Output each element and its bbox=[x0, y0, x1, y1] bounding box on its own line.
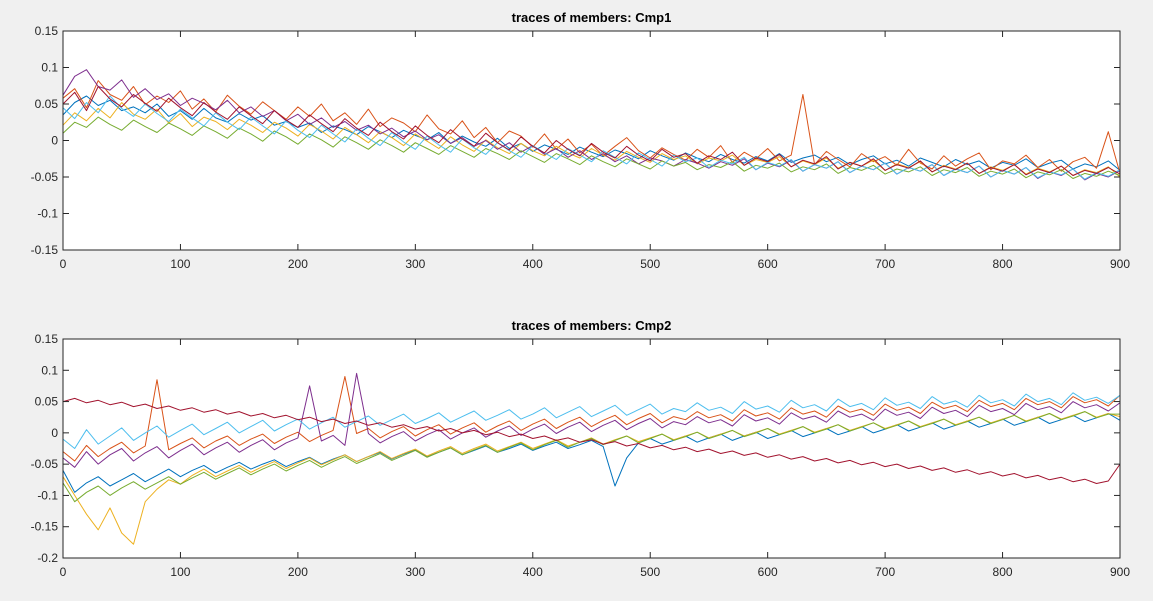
axes-cmp2-title: traces of members: Cmp2 bbox=[512, 318, 672, 333]
x-tick-label: 100 bbox=[170, 257, 190, 271]
x-tick-label: 800 bbox=[993, 257, 1013, 271]
x-tick-label: 700 bbox=[875, 565, 895, 579]
x-tick-label: 800 bbox=[993, 565, 1013, 579]
x-tick-label: 500 bbox=[640, 257, 660, 271]
y-tick-label: 0 bbox=[51, 134, 58, 148]
y-tick-label: 0.05 bbox=[35, 97, 59, 111]
y-tick-label: -0.1 bbox=[37, 488, 58, 502]
y-tick-label: -0.05 bbox=[31, 457, 59, 471]
axes-cmp2: traces of members: Cmp2 0 100 200 300 400 500… bbox=[31, 318, 1131, 579]
axes-cmp1-series bbox=[62, 69, 1121, 181]
series-line bbox=[62, 372, 1121, 468]
series-line bbox=[62, 392, 1121, 449]
x-tick-label: 0 bbox=[60, 565, 67, 579]
series-line bbox=[62, 116, 1121, 179]
y-tick-label: -0.15 bbox=[31, 243, 59, 257]
series-line bbox=[62, 413, 1121, 493]
series-line bbox=[62, 95, 1121, 180]
axes-cmp2-series bbox=[62, 372, 1121, 545]
x-tick-label: 300 bbox=[405, 257, 425, 271]
series-line bbox=[62, 80, 1121, 174]
y-tick-label: 0.15 bbox=[35, 332, 59, 346]
x-tick-label: 200 bbox=[288, 565, 308, 579]
x-tick-label: 300 bbox=[405, 565, 425, 579]
x-tick-label: 900 bbox=[1110, 565, 1130, 579]
x-tick-label: 600 bbox=[758, 257, 778, 271]
x-tick-label: 100 bbox=[170, 565, 190, 579]
axes-cmp1-background bbox=[63, 31, 1120, 250]
y-tick-label: -0.15 bbox=[31, 520, 59, 534]
series-line bbox=[62, 411, 1120, 503]
axes-cmp2-ticks: 0 100 200 300 400 500 600 700 800 900 -0.2 -0.15 -0.… bbox=[31, 332, 1131, 579]
x-tick-label: 0 bbox=[60, 257, 67, 271]
x-tick-label: 700 bbox=[875, 257, 895, 271]
series-line bbox=[62, 376, 1121, 462]
y-tick-label: -0.1 bbox=[37, 207, 58, 221]
series-line bbox=[62, 397, 1121, 484]
x-tick-label: 400 bbox=[523, 565, 543, 579]
y-tick-label: 0.1 bbox=[41, 61, 58, 75]
axes-cmp1: traces of members: Cmp1 0 100 200 300 400 500… bbox=[31, 10, 1131, 271]
series-line bbox=[62, 102, 1121, 178]
axes-cmp2-frame bbox=[62, 338, 1121, 559]
axes-cmp1-title: traces of members: Cmp1 bbox=[512, 10, 672, 25]
axes-cmp1-ticks: 0 100 200 300 400 500 600 700 800 900 -0.15 -0.1 -0.… bbox=[31, 24, 1131, 271]
y-tick-label: 0.05 bbox=[35, 395, 59, 409]
y-tick-label: -0.05 bbox=[31, 170, 59, 184]
x-tick-label: 600 bbox=[758, 565, 778, 579]
y-tick-label: -0.2 bbox=[37, 551, 58, 565]
y-tick-label: 0.1 bbox=[41, 363, 58, 377]
x-tick-label: 400 bbox=[523, 257, 543, 271]
axes-cmp2-background bbox=[63, 339, 1120, 558]
series-line bbox=[62, 95, 1121, 171]
x-tick-label: 900 bbox=[1110, 257, 1130, 271]
y-tick-label: 0 bbox=[51, 426, 58, 440]
series-line bbox=[62, 86, 1121, 176]
x-tick-label: 500 bbox=[640, 565, 660, 579]
y-tick-label: 0.15 bbox=[35, 24, 59, 38]
x-tick-label: 200 bbox=[288, 257, 308, 271]
